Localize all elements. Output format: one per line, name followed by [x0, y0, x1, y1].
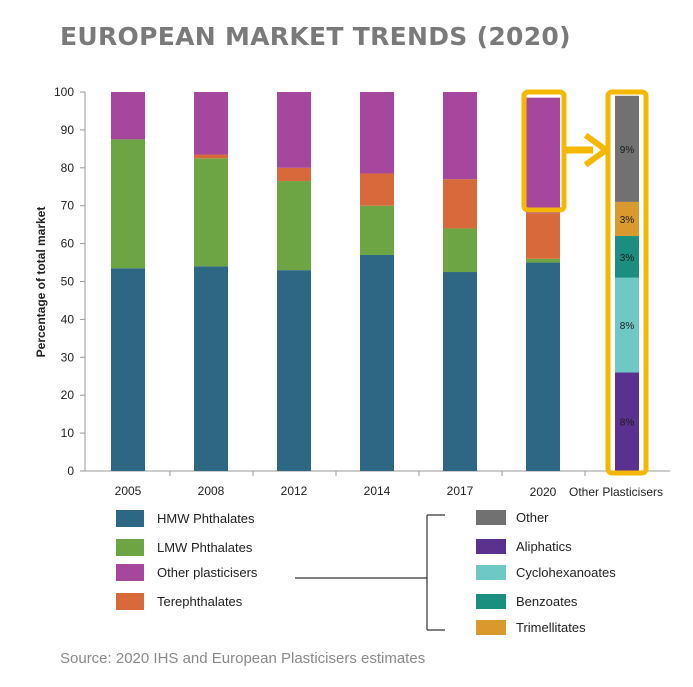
bar-segment [360, 92, 394, 174]
chart-title: EUROPEAN MARKET TRENDS (2020) [60, 22, 571, 51]
bar-segment [194, 92, 228, 155]
source-note: Source: 2020 IHS and European Plasticise… [60, 650, 426, 667]
x-tick-label: 2008 [198, 484, 225, 498]
bar-segment [443, 228, 477, 273]
legend-label: Other [516, 510, 549, 525]
legend-label: Terephthalates [157, 594, 243, 609]
legend-item-breakdown: Cyclohexanoates [476, 565, 616, 580]
bar-segment [277, 270, 311, 471]
y-tick-label: 60 [61, 237, 75, 251]
legend-swatch [476, 539, 506, 554]
legend-swatch [116, 564, 144, 581]
y-tick-label: 70 [61, 199, 75, 213]
bar-segment [526, 97, 560, 214]
legend-swatch [476, 510, 506, 525]
x-tick-label: 2012 [281, 484, 308, 498]
legend-item: HMW Phthalates [116, 510, 255, 527]
bar-segment [277, 92, 311, 168]
x-tick-label: 2020 [530, 485, 557, 499]
x-tick-label: 2017 [447, 484, 474, 498]
y-tick-label: 0 [67, 464, 74, 478]
legend-item-breakdown: Trimellitates [476, 620, 586, 635]
x-tick-label: 2014 [364, 484, 391, 498]
bar-segment [277, 181, 311, 271]
breakdown-segment [615, 201, 639, 237]
y-tick-label: 30 [61, 350, 75, 364]
arrow-head-icon [583, 132, 612, 168]
breakdown-data-label: 3% [620, 253, 635, 264]
bar-segment [111, 92, 145, 140]
legend-label: Other plasticisers [157, 565, 258, 580]
y-axis-title: Percentage of total market [34, 207, 48, 358]
bar-segment [277, 167, 311, 182]
legend-swatch [116, 593, 144, 610]
bar-segment [111, 268, 145, 471]
legend-item: LMW Phthalates [116, 539, 252, 556]
x-tick-label: 2005 [115, 484, 142, 498]
y-tick-label: 90 [61, 123, 75, 137]
legend-item: Terephthalates [116, 593, 242, 610]
y-tick-label: 40 [61, 312, 75, 326]
legend-swatch [116, 539, 144, 556]
breakdown-data-label: 3% [620, 215, 635, 226]
legend-label: HMW Phthalates [157, 511, 255, 526]
y-tick-label: 50 [61, 275, 75, 289]
legend-item-breakdown: Other [476, 510, 549, 525]
legend-label: Benzoates [516, 594, 578, 609]
y-tick-label: 10 [61, 426, 75, 440]
legend-label: Aliphatics [516, 539, 572, 554]
bar-segment [443, 92, 477, 180]
bar-segment [194, 154, 228, 159]
highlight-box-breakdown [605, 89, 649, 476]
y-tick-label: 20 [61, 388, 75, 402]
bar-segment [443, 272, 477, 471]
breakdown-data-label: 9% [620, 145, 635, 156]
x-tick-label-breakdown: Other Plasticisers [569, 485, 663, 499]
bar-segment [360, 173, 394, 206]
bar-segment [360, 205, 394, 255]
breakdown-data-label: 8% [620, 321, 635, 332]
bar-segment [526, 262, 560, 471]
breakdown-data-label: 8% [620, 418, 635, 429]
bar-segment [443, 179, 477, 229]
bar-segment [526, 213, 560, 259]
breakdown-segment [615, 236, 639, 278]
bar-segment [526, 258, 560, 263]
legend-swatch [476, 594, 506, 609]
legend-swatch [476, 620, 506, 635]
bar-segment [360, 254, 394, 471]
stacked-bar-chart: 0 10 20 30 40 50 60 70 80 90 100 Percentage of tota… [34, 85, 670, 631]
legend-item-breakdown: Benzoates [476, 594, 577, 609]
legend-item-breakdown: Aliphatics [476, 539, 572, 554]
breakdown-segment [615, 277, 639, 373]
breakdown-segment [615, 95, 639, 202]
legend-label: LMW Phthalates [157, 540, 253, 555]
legend-label: Trimellitates [516, 620, 586, 635]
bar-segment [194, 158, 228, 267]
breakdown-segment [615, 372, 639, 471]
bar-segment [194, 266, 228, 471]
legend-swatch [476, 565, 506, 580]
y-tick-label: 100 [54, 85, 74, 99]
legend-item: Other plasticisers [116, 564, 257, 581]
legend-swatch [116, 510, 144, 527]
bar-segment [111, 139, 145, 269]
y-tick-label: 80 [61, 161, 75, 175]
legend-label: Cyclohexanoates [516, 565, 616, 580]
